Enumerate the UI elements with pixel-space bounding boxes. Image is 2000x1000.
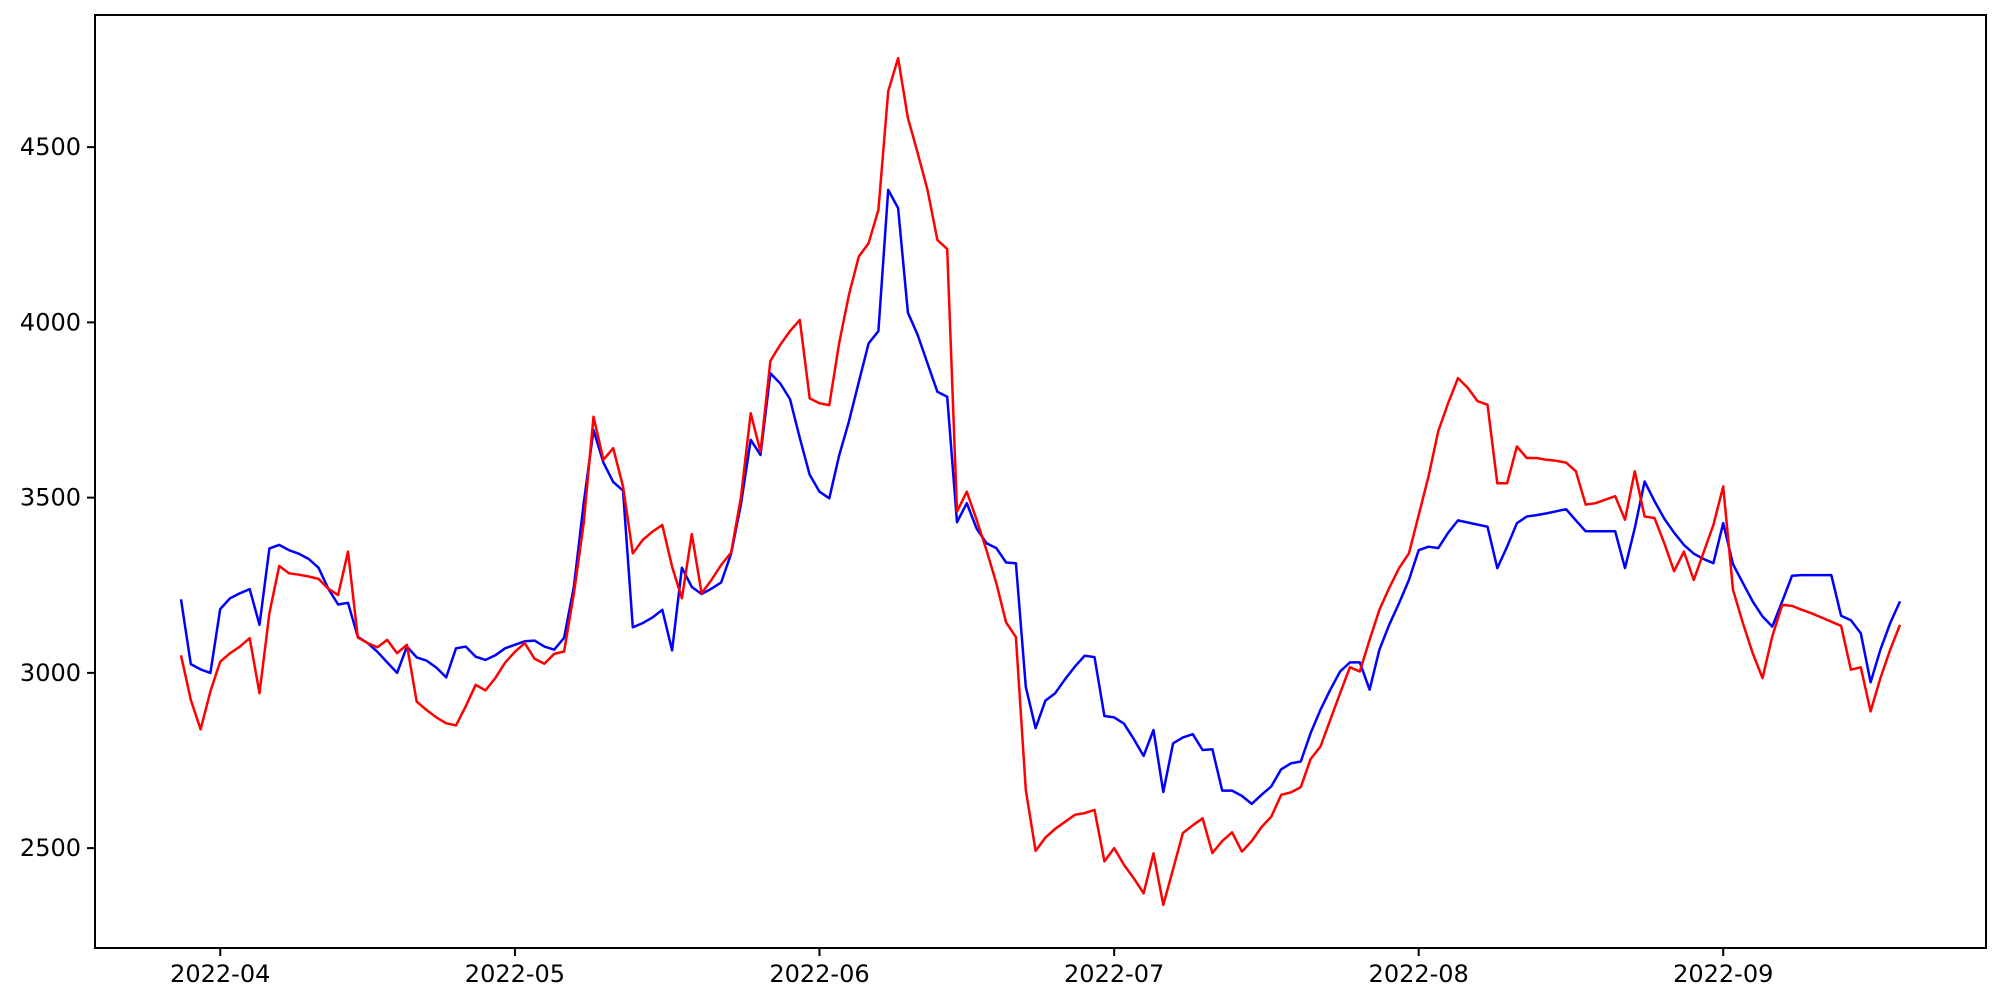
y-axis-tick-label: 3000	[20, 659, 81, 687]
x-axis-tick-label: 2022-07	[1064, 960, 1164, 988]
y-axis-tick-label: 3500	[20, 484, 81, 512]
x-axis-tick-label: 2022-09	[1673, 960, 1773, 988]
x-axis-tick-label: 2022-06	[769, 960, 869, 988]
x-axis-tick-label: 2022-04	[170, 960, 270, 988]
y-axis-tick-label: 2500	[20, 834, 81, 862]
x-axis-tick-label: 2022-08	[1369, 960, 1469, 988]
plot-spines	[94, 14, 1987, 949]
price-line-red	[179, 56, 1902, 907]
y-axis-tick-label: 4500	[20, 133, 81, 161]
x-axis-tick-label: 2022-05	[465, 960, 565, 988]
y-axis-tick-label: 4000	[20, 308, 81, 336]
price-line-blue	[179, 188, 1902, 806]
